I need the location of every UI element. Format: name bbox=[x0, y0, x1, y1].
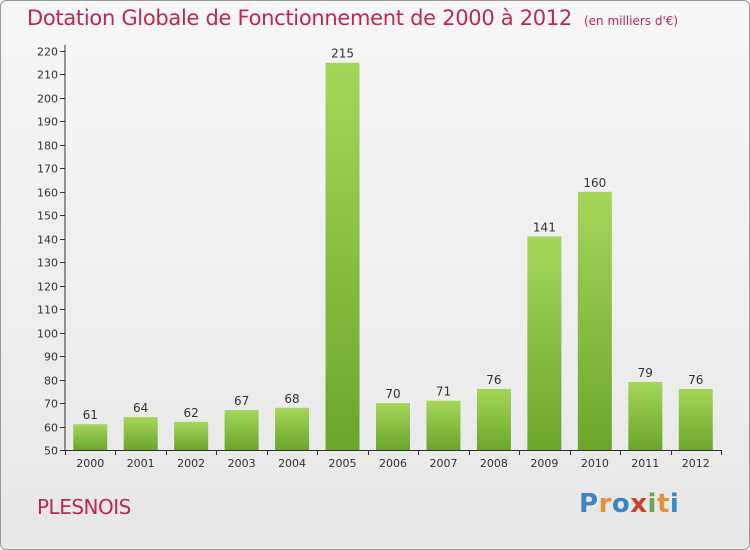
bar-value-label: 141 bbox=[533, 220, 556, 234]
y-tick-label: 60 bbox=[44, 422, 58, 435]
bar-2001 bbox=[123, 417, 158, 450]
bar-value-label: 68 bbox=[284, 392, 299, 406]
bar-value-label: 71 bbox=[436, 385, 451, 399]
chart-title: Dotation Globale de Fonctionnement de 20… bbox=[27, 6, 572, 30]
x-tick-label: 2000 bbox=[76, 457, 104, 470]
bar-2012 bbox=[678, 388, 713, 450]
x-tick-label: 2009 bbox=[530, 457, 558, 470]
x-tick-label: 2007 bbox=[429, 457, 457, 470]
proxiti-logo[interactable]: Proxiti bbox=[579, 489, 679, 519]
x-tick-label: 2004 bbox=[278, 457, 306, 470]
logo-letter: P bbox=[579, 489, 599, 519]
commune-name: PLESNOIS bbox=[37, 495, 131, 519]
chart-title-block: Dotation Globale de Fonctionnement de 20… bbox=[27, 6, 678, 30]
y-tick-label: 170 bbox=[37, 163, 58, 176]
y-tick-label: 120 bbox=[37, 281, 58, 294]
y-tick-label: 100 bbox=[37, 328, 58, 341]
x-tick-label: 2012 bbox=[682, 457, 710, 470]
bar-value-label: 160 bbox=[583, 176, 606, 190]
y-tick-label: 160 bbox=[37, 187, 58, 200]
y-tick-label: 150 bbox=[37, 210, 58, 223]
x-axis: 2000 2001 2002 2003 2004 2005 2006 2007 2008 2009… bbox=[65, 450, 722, 470]
bar-2010 bbox=[577, 191, 612, 450]
bar-2005 bbox=[325, 62, 360, 451]
x-tick-label: 2005 bbox=[329, 457, 357, 470]
bar-value-label: 62 bbox=[184, 406, 199, 420]
y-tick-label: 190 bbox=[37, 116, 58, 129]
y-tick-label: 200 bbox=[37, 93, 58, 106]
logo-letter: i bbox=[647, 489, 657, 519]
chart-unit: (en milliers d'€) bbox=[583, 14, 679, 28]
x-tick-label: 2002 bbox=[177, 457, 205, 470]
bar-2007 bbox=[426, 400, 461, 450]
x-tick-label: 2010 bbox=[581, 457, 609, 470]
y-tick-label: 70 bbox=[44, 398, 58, 411]
bar-value-label: 76 bbox=[688, 373, 703, 387]
x-tick-label: 2011 bbox=[631, 457, 659, 470]
y-tick-label: 110 bbox=[37, 304, 58, 317]
logo-letter: x bbox=[630, 489, 648, 519]
y-tick-label: 80 bbox=[44, 375, 58, 388]
bar-value-label: 79 bbox=[638, 366, 653, 380]
bar-2009 bbox=[527, 236, 562, 450]
bar-2003 bbox=[224, 410, 259, 450]
bar-2006 bbox=[376, 403, 410, 450]
logo-letter: i bbox=[669, 489, 680, 519]
logo-letter: o bbox=[611, 489, 631, 519]
bar-2000 bbox=[73, 424, 108, 450]
bar-2008 bbox=[476, 388, 511, 450]
bar-value-label: 61 bbox=[83, 408, 98, 422]
y-tick-label: 220 bbox=[37, 46, 58, 59]
x-tick-label: 2001 bbox=[127, 457, 155, 470]
logo-letter: r bbox=[598, 489, 612, 519]
bar-2011 bbox=[628, 381, 663, 450]
y-tick-label: 210 bbox=[37, 69, 58, 82]
y-tick-label: 90 bbox=[44, 351, 58, 364]
y-tick-label: 50 bbox=[44, 445, 58, 458]
y-tick-label: 180 bbox=[37, 140, 58, 153]
bar-2002 bbox=[174, 421, 209, 450]
bar-value-label: 76 bbox=[486, 373, 501, 387]
logo-letter: t bbox=[656, 489, 670, 519]
bar-value-label: 70 bbox=[385, 387, 400, 401]
y-tick-label: 130 bbox=[37, 257, 58, 270]
y-tick-label: 140 bbox=[37, 234, 58, 247]
y-axis: 50 60 70 80 90 100 110 120 130 140 150 160 170 180 190… bbox=[37, 45, 66, 458]
bar-value-label: 215 bbox=[331, 47, 354, 61]
bar-value-label: 64 bbox=[133, 401, 148, 415]
bar-value-label: 67 bbox=[234, 394, 249, 408]
bars: 61 64 62 67 68 215 70 71 76 141 160 79 76 bbox=[73, 47, 713, 451]
x-tick-label: 2008 bbox=[480, 457, 508, 470]
x-tick-label: 2006 bbox=[379, 457, 407, 470]
x-tick-label: 2003 bbox=[228, 457, 256, 470]
bar-2004 bbox=[275, 407, 310, 450]
